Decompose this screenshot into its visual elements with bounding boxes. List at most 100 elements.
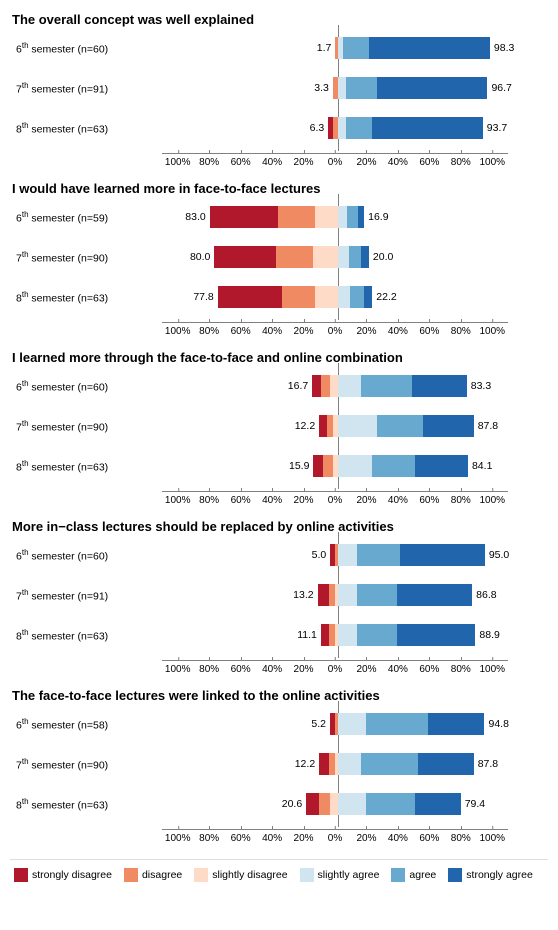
legend-swatch: [14, 868, 28, 882]
axis-tick: 20%: [356, 830, 376, 844]
chart-panel: The face-to-face lectures were linked to…: [10, 688, 548, 853]
axis-tick: 20%: [294, 830, 314, 844]
bar-segment: [418, 753, 473, 775]
bar-segment: [214, 246, 276, 268]
axis-tick: 80%: [199, 661, 219, 675]
chart-panel: More in−class lectures should be replace…: [10, 519, 548, 684]
bar-segment: [369, 37, 490, 59]
axis-tick: 20%: [294, 661, 314, 675]
y-axis-label: 8th semester (n=63): [10, 628, 128, 643]
axis-tick: 20%: [356, 323, 376, 337]
bar-segment: [366, 793, 415, 815]
axis-tick: 40%: [262, 154, 282, 168]
plot-area: 3.396.7: [128, 73, 548, 103]
bar-segment: [338, 584, 357, 606]
axis-tick: 100%: [165, 154, 191, 168]
legend-item: agree: [391, 868, 436, 882]
bar-segment: [361, 753, 418, 775]
bar-segment: [323, 455, 334, 477]
y-axis-label: 8th semester (n=63): [10, 121, 128, 136]
x-axis: 100%80%60%40%20%0%20%40%60%80%100%: [10, 829, 548, 853]
bar-segment: [338, 753, 361, 775]
x-axis: 100%80%60%40%20%0%20%40%60%80%100%: [10, 322, 548, 346]
bar-row: 7th semester (n=91)3.396.7: [10, 73, 548, 103]
axis-tick: 100%: [479, 661, 505, 675]
legend-item: strongly disagree: [14, 868, 112, 882]
bar-segment: [278, 206, 315, 228]
bar-area: 12.287.8: [168, 411, 508, 441]
axis-tick: 80%: [451, 154, 471, 168]
y-axis-label: 6th semester (n=60): [10, 548, 128, 563]
axis-tick: 20%: [356, 492, 376, 506]
pos-total-label: 86.8: [472, 589, 496, 601]
plot-area: 20.679.4: [128, 789, 548, 819]
axis-tick: 20%: [294, 323, 314, 337]
bar-row: 8th semester (n=63) 6.393.7: [10, 113, 548, 143]
bar-row: 7th semester (n=90)12.287.8: [10, 749, 548, 779]
axis-tick: 80%: [199, 154, 219, 168]
axis-tick: 100%: [165, 830, 191, 844]
bar-area: 12.287.8: [168, 749, 508, 779]
neg-total-label: 12.2: [295, 758, 319, 770]
axis-tick: 20%: [294, 492, 314, 506]
axis-tick: 40%: [262, 830, 282, 844]
neg-total-label: 1.7: [317, 42, 336, 54]
legend-swatch: [124, 868, 138, 882]
legend-item: disagree: [124, 868, 182, 882]
bar-segment: [372, 117, 483, 139]
plot-area: 5.294.8: [128, 709, 548, 739]
legend-swatch: [391, 868, 405, 882]
bar-area: 20.679.4: [168, 789, 508, 819]
plot-area: 6.393.7: [128, 113, 548, 143]
pos-total-label: 98.3: [490, 42, 514, 54]
bar-area: 5.095.0: [168, 540, 508, 570]
panel-title: The overall concept was well explained: [12, 12, 548, 27]
bar-segment: [306, 793, 319, 815]
bar-row: 8th semester (n=63)20.679.4: [10, 789, 548, 819]
bar-segment: [412, 375, 467, 397]
bar-row: 7th semester (n=90)12.287.8: [10, 411, 548, 441]
axis-tick: 0%: [328, 154, 342, 168]
plot-area: 11.188.9: [128, 620, 548, 650]
pos-total-label: 16.9: [364, 211, 388, 223]
axis-tick: 40%: [262, 492, 282, 506]
legend-label: strongly agree: [466, 869, 533, 881]
legend-label: strongly disagree: [32, 869, 112, 881]
bar-segment: [321, 375, 330, 397]
chart-panel: I would have learned more in face-to-fac…: [10, 181, 548, 346]
bar-segment: [346, 77, 377, 99]
axis-tick: 40%: [388, 661, 408, 675]
bar-segment: [218, 286, 283, 308]
bar-segment: [357, 544, 400, 566]
bar-segment: [361, 375, 412, 397]
axis-tick: 40%: [388, 154, 408, 168]
bar-row: 8th semester (n=63)11.188.9: [10, 620, 548, 650]
neg-total-label: 15.9: [289, 460, 313, 472]
neg-total-label: 20.6: [282, 798, 306, 810]
y-axis-label: 7th semester (n=91): [10, 588, 128, 603]
bar-segment: [330, 375, 338, 397]
bar-segment: [319, 753, 329, 775]
bar-segment: [319, 415, 327, 437]
neg-total-label: 77.8: [193, 291, 217, 303]
bar-area: 3.396.7: [168, 73, 508, 103]
axis-tick: 80%: [199, 830, 219, 844]
legend-label: slightly agree: [318, 869, 380, 881]
neg-total-label: 11.1: [297, 629, 321, 641]
axis-tick: 40%: [262, 661, 282, 675]
bar-segment: [338, 206, 347, 228]
legend-item: strongly agree: [448, 868, 533, 882]
neg-total-label: 5.0: [312, 549, 331, 561]
bar-area: 6.393.7: [168, 113, 508, 143]
bar-segment: [366, 713, 428, 735]
bar-segment: [338, 117, 346, 139]
bar-segment: [350, 286, 364, 308]
panel-title: The face-to-face lectures were linked to…: [12, 688, 548, 703]
bar-segment: [276, 246, 313, 268]
axis-tick: 100%: [165, 323, 191, 337]
axis-tick: 0%: [328, 323, 342, 337]
bar-segment: [338, 544, 357, 566]
pos-total-label: 84.1: [468, 460, 492, 472]
bar-segment: [319, 793, 330, 815]
bar-segment: [428, 713, 485, 735]
